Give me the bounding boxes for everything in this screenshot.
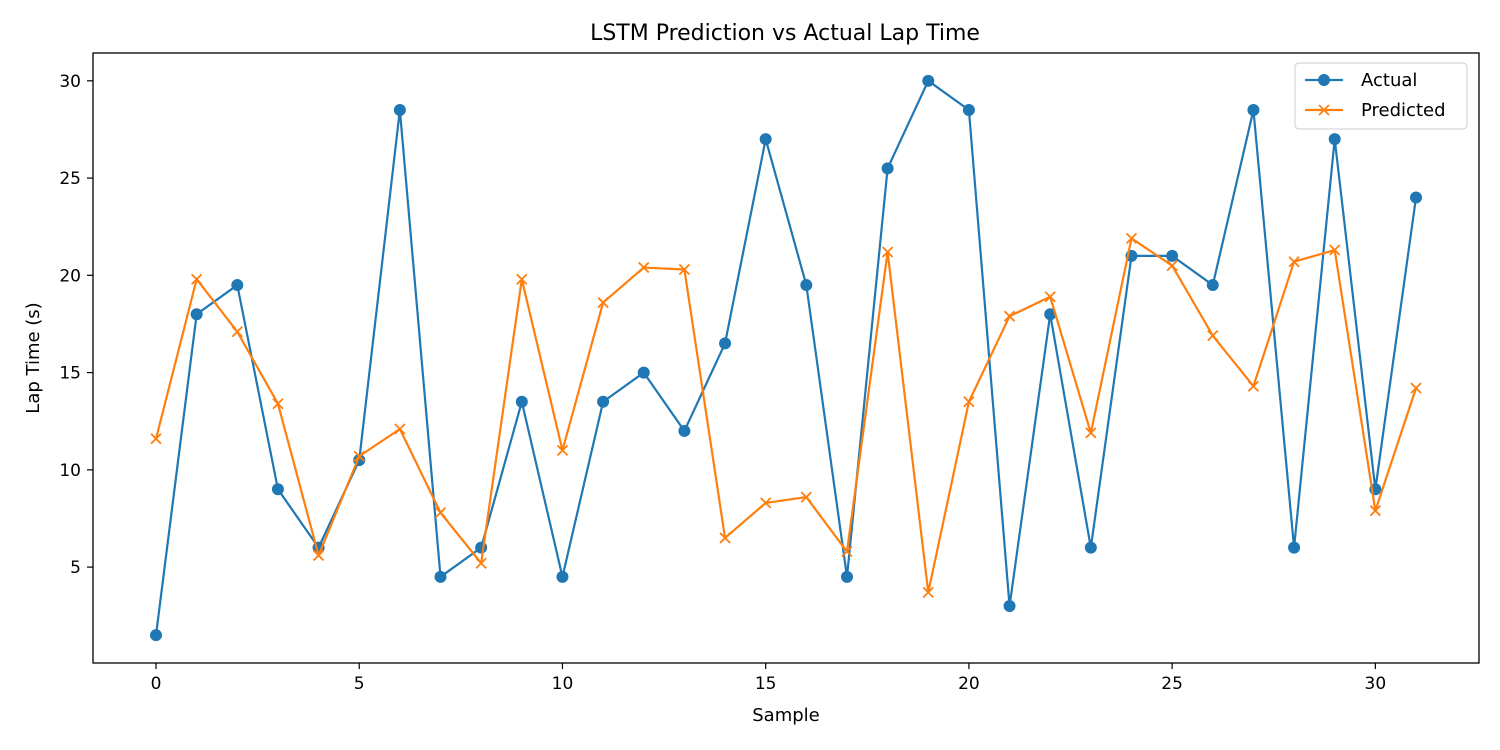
y-tick-label: 30 <box>59 72 81 92</box>
data-point-predicted <box>1003 310 1016 322</box>
data-point-actual <box>515 395 528 408</box>
data-point-predicted <box>922 586 934 599</box>
data-point-actual <box>800 279 813 292</box>
data-point-actual <box>1166 249 1179 262</box>
data-point-predicted <box>1247 380 1260 392</box>
data-point-actual <box>1044 308 1057 321</box>
data-point-actual <box>393 103 406 116</box>
data-point-predicted <box>434 507 447 519</box>
data-point-predicted <box>1085 427 1097 439</box>
data-point-predicted <box>556 444 569 457</box>
data-point-predicted <box>800 491 812 503</box>
data-point-predicted <box>516 273 528 285</box>
series-actual <box>150 74 1422 642</box>
data-point-actual <box>962 103 975 116</box>
data-point-actual <box>1247 103 1260 116</box>
series-line-predicted <box>154 237 1418 594</box>
y-tick-label: 5 <box>70 558 81 578</box>
data-point-predicted <box>1044 291 1056 303</box>
data-point-predicted <box>1125 232 1138 245</box>
data-point-actual <box>678 424 691 437</box>
chart-title: LSTM Prediction vs Actual Lap Time <box>590 21 980 46</box>
data-point-predicted <box>597 296 609 309</box>
x-tick-label: 30 <box>1365 674 1387 694</box>
data-point-predicted <box>1166 259 1178 272</box>
plot-area <box>92 52 1480 664</box>
data-point-predicted <box>231 326 243 338</box>
data-point-actual <box>1003 600 1016 613</box>
data-point-actual <box>922 74 935 87</box>
data-point-predicted <box>312 549 325 562</box>
series-predicted <box>150 232 1422 599</box>
y-axis: 5 10 15 20 25 30 <box>59 72 93 578</box>
series-layer <box>150 74 1422 642</box>
y-tick-label: 15 <box>59 364 81 384</box>
data-point-predicted <box>881 246 894 258</box>
data-point-actual <box>434 570 447 583</box>
data-point-actual <box>597 395 610 408</box>
data-point-predicted <box>353 450 365 462</box>
data-point-predicted <box>272 398 284 410</box>
x-axis-label: Sample <box>752 705 820 726</box>
data-point-actual <box>1206 279 1219 292</box>
data-point-predicted <box>1288 256 1300 268</box>
data-point-predicted <box>719 532 731 544</box>
data-point-actual <box>1084 541 1097 554</box>
data-point-actual <box>1288 541 1301 554</box>
data-point-actual <box>1328 133 1341 146</box>
data-point-predicted <box>841 545 853 558</box>
x-tick-label: 0 <box>151 674 162 694</box>
data-point-predicted <box>150 433 162 445</box>
data-point-predicted <box>1329 244 1341 256</box>
x-tick-label: 15 <box>755 674 777 694</box>
legend-marker-predicted <box>1318 104 1330 116</box>
x-tick-label: 5 <box>354 674 365 694</box>
x-tick-label: 25 <box>1161 674 1183 694</box>
data-point-predicted <box>638 261 650 274</box>
y-tick-label: 10 <box>59 461 81 481</box>
legend-label-predicted: Predicted <box>1361 100 1446 121</box>
legend-marker-actual <box>1318 74 1330 86</box>
y-tick-label: 25 <box>59 169 81 189</box>
data-point-actual <box>231 279 244 292</box>
x-axis: 0 5 10 15 20 25 30 <box>151 663 1387 694</box>
x-tick-label: 20 <box>958 674 980 694</box>
y-axis-label: Lap Time (s) <box>23 302 44 413</box>
series-line-actual <box>154 79 1418 636</box>
data-point-predicted <box>1410 382 1422 394</box>
data-point-actual <box>719 337 732 350</box>
data-point-actual <box>271 483 284 496</box>
data-point-actual <box>881 162 894 175</box>
data-point-actual <box>190 308 203 321</box>
x-tick-label: 10 <box>552 674 574 694</box>
data-point-predicted <box>1369 505 1381 517</box>
data-point-actual <box>475 541 488 554</box>
data-point-actual <box>759 133 772 146</box>
data-point-predicted <box>963 396 975 408</box>
data-point-predicted <box>760 497 772 509</box>
data-point-actual <box>556 570 569 583</box>
data-point-actual <box>1410 191 1422 204</box>
data-point-actual <box>840 570 853 583</box>
data-point-predicted <box>394 423 406 435</box>
data-point-predicted <box>191 273 203 285</box>
data-point-predicted <box>475 557 487 569</box>
data-point-predicted <box>678 263 691 276</box>
legend-label-actual: Actual <box>1361 70 1417 91</box>
data-point-predicted <box>1207 329 1219 342</box>
legend: Actual Predicted <box>1294 62 1468 130</box>
data-point-actual <box>637 366 650 379</box>
data-point-actual <box>150 629 162 642</box>
y-tick-label: 20 <box>59 266 81 286</box>
